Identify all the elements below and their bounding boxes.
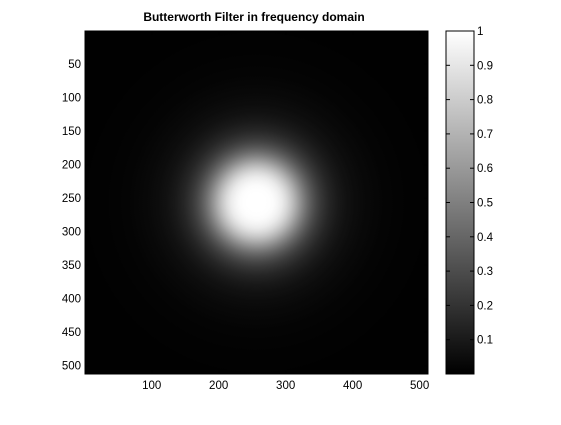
- colorbar: [445, 30, 475, 375]
- colorbar-tick-label: 0.8: [477, 95, 493, 107]
- y-tick-label: 150: [62, 126, 81, 138]
- colorbar-tick-label: 0.6: [477, 163, 493, 175]
- colorbar-gradient: [446, 31, 474, 374]
- heatmap-filter-response: [85, 31, 428, 374]
- y-tick-label: 300: [62, 227, 81, 239]
- colorbar-tick-label: 0.3: [477, 266, 493, 278]
- chart-title: Butterworth Filter in frequency domain: [143, 10, 364, 24]
- x-tick-label: 100: [142, 380, 161, 392]
- colorbar-tick-label: 0.9: [477, 60, 493, 72]
- y-tick-label: 350: [62, 260, 81, 272]
- y-tick-label: 400: [62, 294, 81, 306]
- x-tick-label: 400: [343, 380, 362, 392]
- colorbar-tick-label: 0.7: [477, 129, 493, 141]
- y-tick-label: 500: [62, 361, 81, 373]
- colorbar-tick-label: 0.5: [477, 198, 493, 210]
- plot-area: [84, 30, 429, 375]
- x-tick-label: 500: [410, 380, 429, 392]
- y-tick-label: 50: [68, 59, 81, 71]
- y-tick-label: 100: [62, 93, 81, 105]
- colorbar-tick-label: 1: [477, 26, 483, 38]
- plot-frame: [84, 30, 429, 375]
- colorbar-tick-label: 0.2: [477, 300, 493, 312]
- y-tick-label: 200: [62, 160, 81, 172]
- y-axis: 50 100 150 200 250 300 350 400 450 500: [62, 59, 428, 373]
- x-tick-label: 300: [276, 380, 295, 392]
- y-tick-label: 250: [62, 193, 81, 205]
- colorbar-ticks: 0.1 0.2 0.3 0.4 0.5 0.6 0.7 0.8 0.9 1: [446, 26, 494, 347]
- colorbar-tick-label: 0.1: [477, 335, 493, 347]
- y-tick-label: 450: [62, 327, 81, 339]
- colorbar-tick-label: 0.4: [477, 232, 494, 244]
- x-axis: 100 200 300 400 500: [142, 31, 429, 392]
- x-tick-label: 200: [209, 380, 228, 392]
